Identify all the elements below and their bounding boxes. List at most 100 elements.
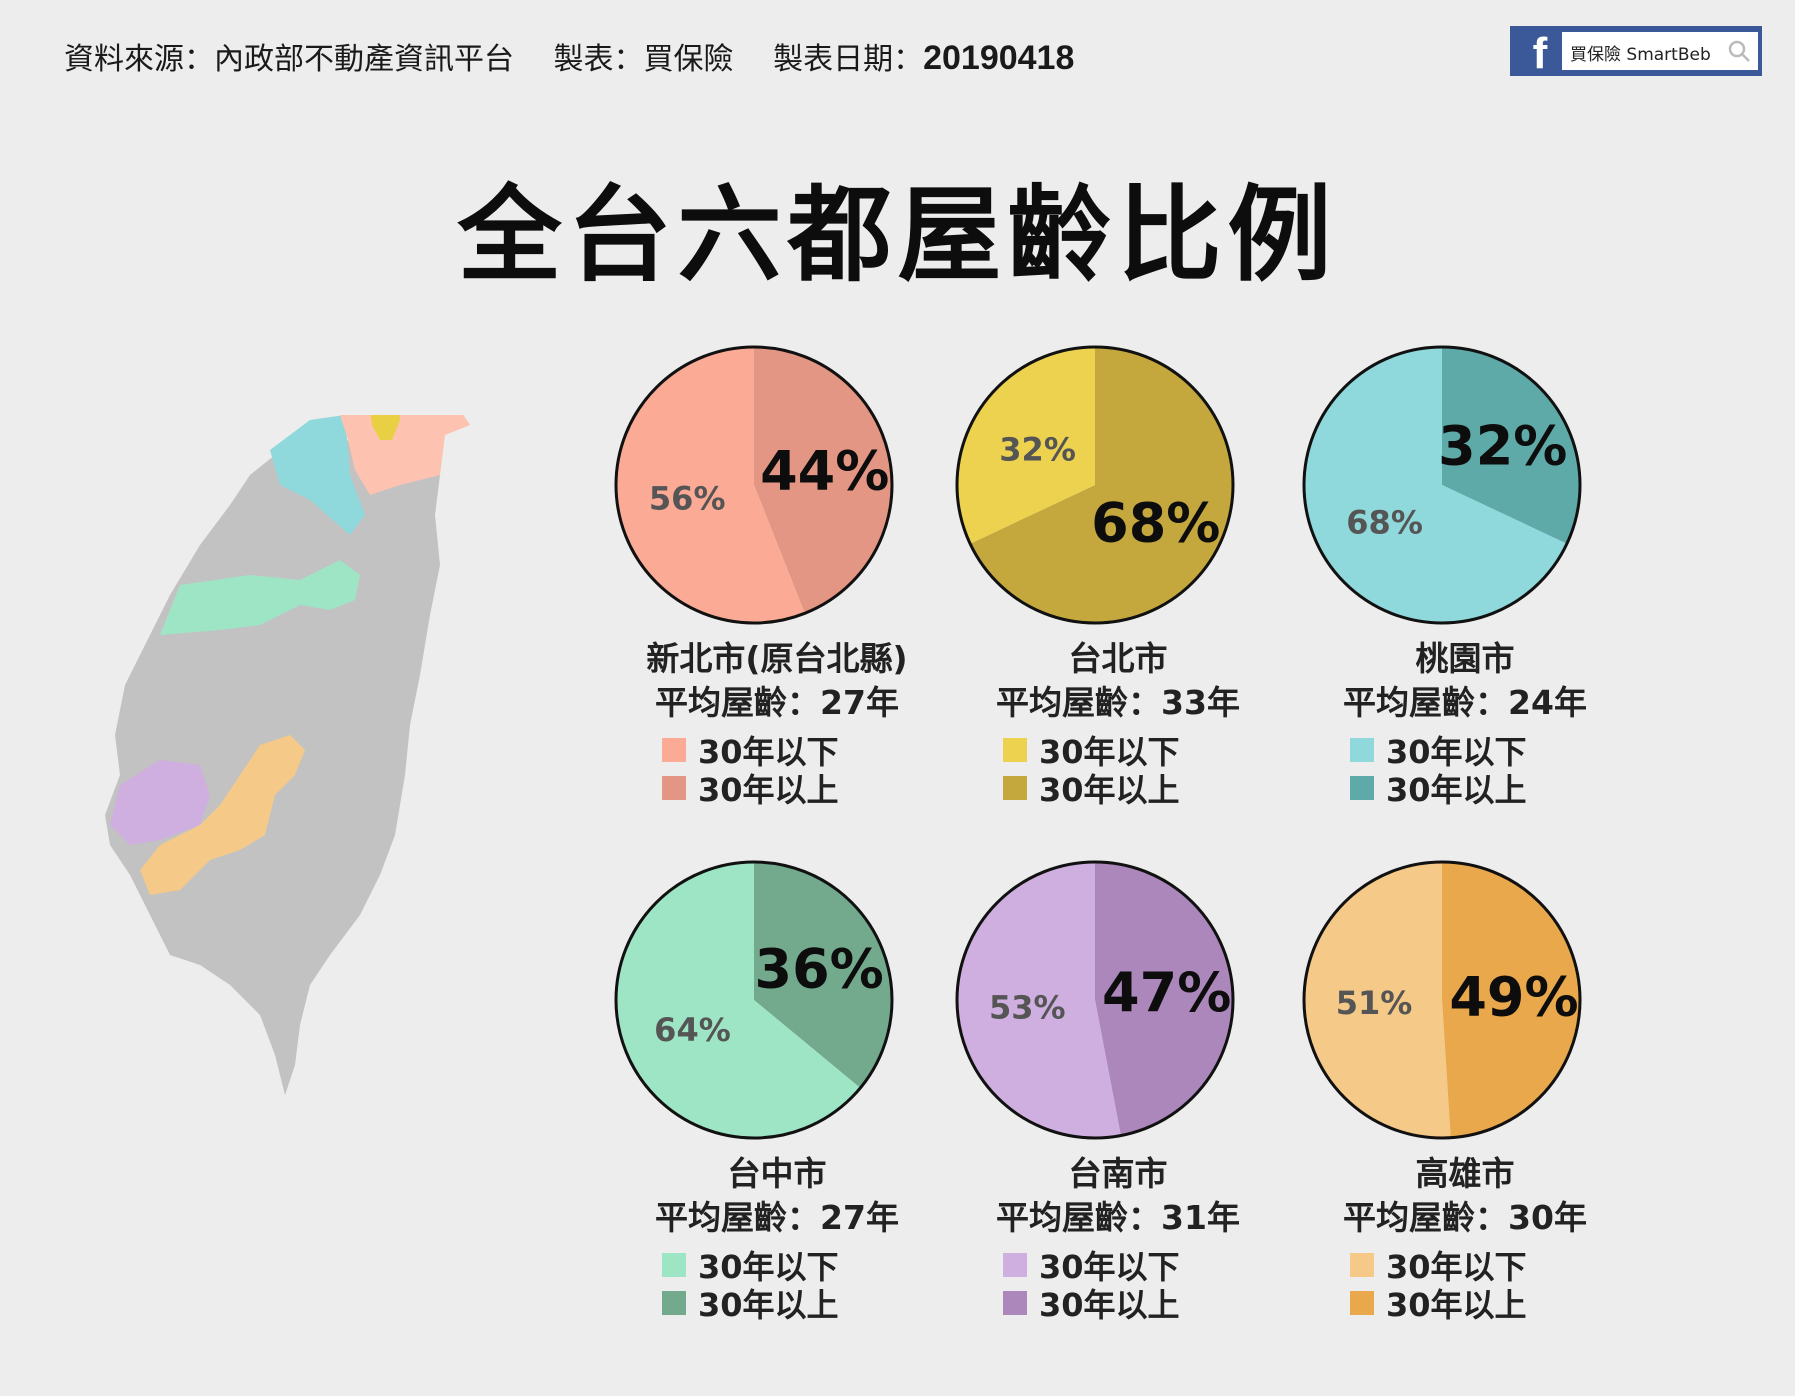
pie-outline [614,860,894,1140]
pie-slice [754,347,892,614]
pie-data-label: 53% [989,988,1066,1026]
legend-swatch [1003,1253,1027,1277]
pie-data-label: 44% [760,440,889,503]
pie-slice [1442,347,1580,544]
legend-swatch [662,738,686,762]
kaohsiung-region [140,735,305,895]
legend-item: 30年以上 [1003,1284,1283,1324]
pie-data-label: 32% [999,431,1076,469]
pie-outline [614,345,894,625]
pie-outline [955,860,1235,1140]
legend-item: 30年以上 [1350,769,1630,809]
facebook-search-box[interactable]: 買保險 SmartBeb [1562,32,1758,70]
legend-item: 30年以下 [662,731,942,771]
average-age-label: 平均屋齡：27年 [655,1198,899,1237]
pie-data-label: 51% [1336,984,1413,1022]
legend: 30年以下 30年以上 [1350,1246,1630,1324]
pie-slice [616,347,805,623]
legend-item: 30年以上 [662,1284,942,1324]
legend-item: 30年以上 [1350,1284,1630,1324]
legend-swatch [1003,776,1027,800]
legend-item: 30年以下 [1003,1246,1283,1286]
pie-chart: 49% 51% [1302,860,1582,1140]
tainan-region [110,760,210,845]
taipei-region [370,415,400,440]
pie-chart: 44% 56% [614,345,894,625]
pie-data-label: 68% [1091,492,1220,555]
new-taipei-region [340,415,470,495]
average-age-label: 平均屋齡：31年 [996,1198,1240,1237]
facebook-page-badge[interactable]: f 買保險 SmartBeb [1510,26,1762,78]
source-label: 資料來源：內政部不動產資訊平台 [64,42,514,77]
city-name: 高雄市 [1415,1154,1515,1193]
legend-label: 30年以下 [698,1248,839,1286]
legend-item: 30年以下 [1350,731,1630,771]
legend-swatch [1350,1253,1374,1277]
legend-label: 30年以上 [698,771,839,809]
city-name: 台中市 [727,1154,827,1193]
pie-data-label: 56% [649,480,726,518]
legend-label: 30年以下 [698,733,839,771]
pie-slice [1304,347,1567,623]
pie-chart: 47% 53% [955,860,1235,1140]
city-name: 新北市(原台北縣) [646,639,908,678]
legend-swatch [662,1253,686,1277]
legend: 30年以下 30年以上 [1003,731,1283,809]
legend-label: 30年以下 [1386,1248,1527,1286]
legend-label: 30年以上 [1039,1286,1180,1324]
legend: 30年以下 30年以上 [662,1246,942,1324]
legend-label: 30年以下 [1039,733,1180,771]
pie-block: 49% 51% 高雄市平均屋齡：30年 30年以下 30年以上 [1300,858,1630,1324]
legend-label: 30年以下 [1039,1248,1180,1286]
legend-item: 30年以下 [662,1246,942,1286]
pie-outline [955,345,1235,625]
pie-block: 44% 56% 新北市(原台北縣) 平均屋齡：27年 30年以下 30年以上 [612,343,942,809]
date-value: 20190418 [923,39,1075,77]
pie-data-label: 32% [1438,414,1567,477]
pie-data-label: 68% [1346,503,1423,541]
pie-outline [1302,345,1582,625]
facebook-logo-icon: f [1532,29,1548,78]
average-age-label: 平均屋齡：27年 [655,683,899,722]
pie-slice [1095,862,1233,1136]
city-name: 桃園市 [1415,639,1515,678]
legend-swatch [662,776,686,800]
legend-swatch [1350,1291,1374,1315]
legend-swatch [1350,738,1374,762]
pie-slice [754,862,892,1088]
city-name: 台南市 [1068,1154,1168,1193]
legend-swatch [662,1291,686,1315]
legend-label: 30年以下 [1386,733,1527,771]
pie-slice [616,862,861,1138]
legend-swatch [1003,1291,1027,1315]
pie-slice [957,347,1095,544]
page-title: 全台六都屋齡比例 [457,174,1338,296]
pie-data-label: 36% [755,937,884,1000]
legend-swatch [1003,738,1027,762]
maker-label: 製表：買保險 [553,42,734,77]
pie-outline [1302,860,1582,1140]
pie-chart: 68% 32% [955,345,1235,625]
legend-label: 30年以上 [1386,1286,1527,1324]
legend: 30年以下 30年以上 [662,731,942,809]
legend: 30年以下 30年以上 [1350,731,1630,809]
pie-chart: 36% 64% [614,860,894,1140]
pie-slice [1442,862,1581,1138]
average-age-label: 平均屋齡：30年 [1343,1198,1587,1237]
pie-block: 68% 32% 台北市平均屋齡：33年 30年以下 30年以上 [953,343,1283,809]
legend-item: 30年以上 [1003,769,1283,809]
pie-data-label: 49% [1449,966,1578,1029]
date-label: 製表日期： [773,42,924,77]
data-source-line: 資料來源：內政部不動產資訊平台 製表：買保險 製表日期：20190418 [64,34,1074,78]
legend-item: 30年以上 [662,769,942,809]
legend: 30年以下 30年以上 [1003,1246,1283,1324]
average-age-label: 平均屋齡：24年 [1343,683,1587,722]
pie-chart: 32% 68% [1302,345,1582,625]
taoyuan-region [270,415,365,535]
pie-slice [956,862,1121,1138]
city-name: 台北市 [1068,639,1168,678]
pie-block: 47% 53% 台南市平均屋齡：31年 30年以下 30年以上 [953,858,1283,1324]
search-icon[interactable] [1726,38,1752,64]
legend-label: 30年以上 [1039,771,1180,809]
average-age-label: 平均屋齡：33年 [996,683,1240,722]
